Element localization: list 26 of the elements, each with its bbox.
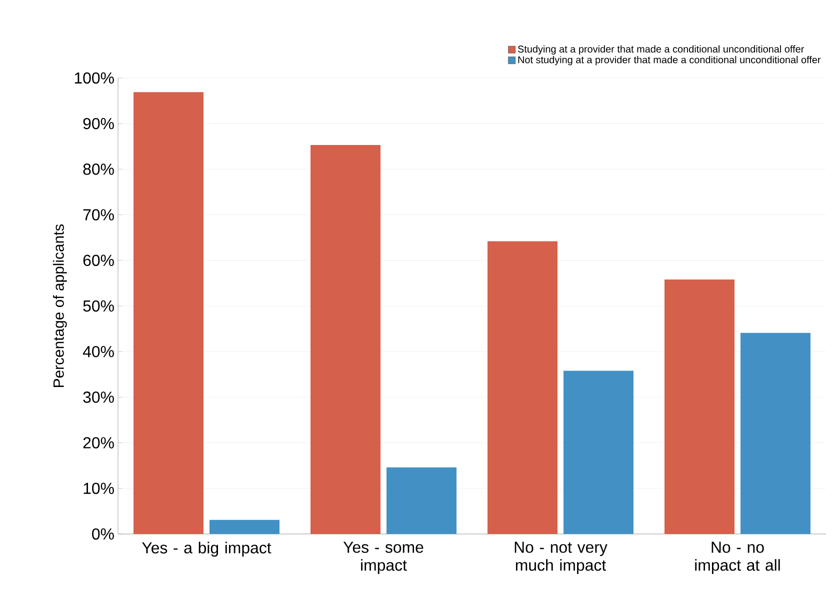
y-tick-label: 100% bbox=[74, 72, 114, 84]
bar bbox=[564, 370, 634, 534]
y-tick-label: 10% bbox=[84, 482, 114, 494]
y-tick-label: 20% bbox=[83, 437, 114, 448]
legend-label: Studying at a provider that made a conditional unconditional offer bbox=[518, 45, 804, 55]
y-tick-label: 50% bbox=[83, 300, 114, 312]
bar bbox=[310, 145, 381, 534]
y-tick-label: 90% bbox=[83, 118, 114, 130]
bar bbox=[488, 241, 558, 534]
y-tick-label: 70% bbox=[83, 209, 114, 220]
bar bbox=[740, 332, 811, 534]
x-tick-label: Yes - some impact bbox=[343, 542, 424, 574]
y-tick-label: 0% bbox=[92, 528, 114, 540]
x-tick-label: No - not very much impact bbox=[514, 542, 608, 574]
y-tick-label: 60% bbox=[83, 254, 114, 266]
bar bbox=[664, 280, 735, 534]
bar bbox=[210, 520, 280, 534]
bar bbox=[386, 467, 457, 534]
bar bbox=[134, 92, 204, 534]
legend-label: Not studying at a provider that made a conditional unconditional offer bbox=[518, 56, 821, 66]
x-tick-label: No - no impact at all bbox=[695, 542, 780, 574]
y-tick-label: 30% bbox=[83, 392, 114, 403]
x-tick-label: Yes - a big impact bbox=[142, 542, 272, 557]
y-tick-label: 40% bbox=[82, 346, 114, 358]
y-axis-title: Percentage of applicants bbox=[52, 224, 67, 388]
y-tick-label: 80% bbox=[83, 164, 114, 175]
